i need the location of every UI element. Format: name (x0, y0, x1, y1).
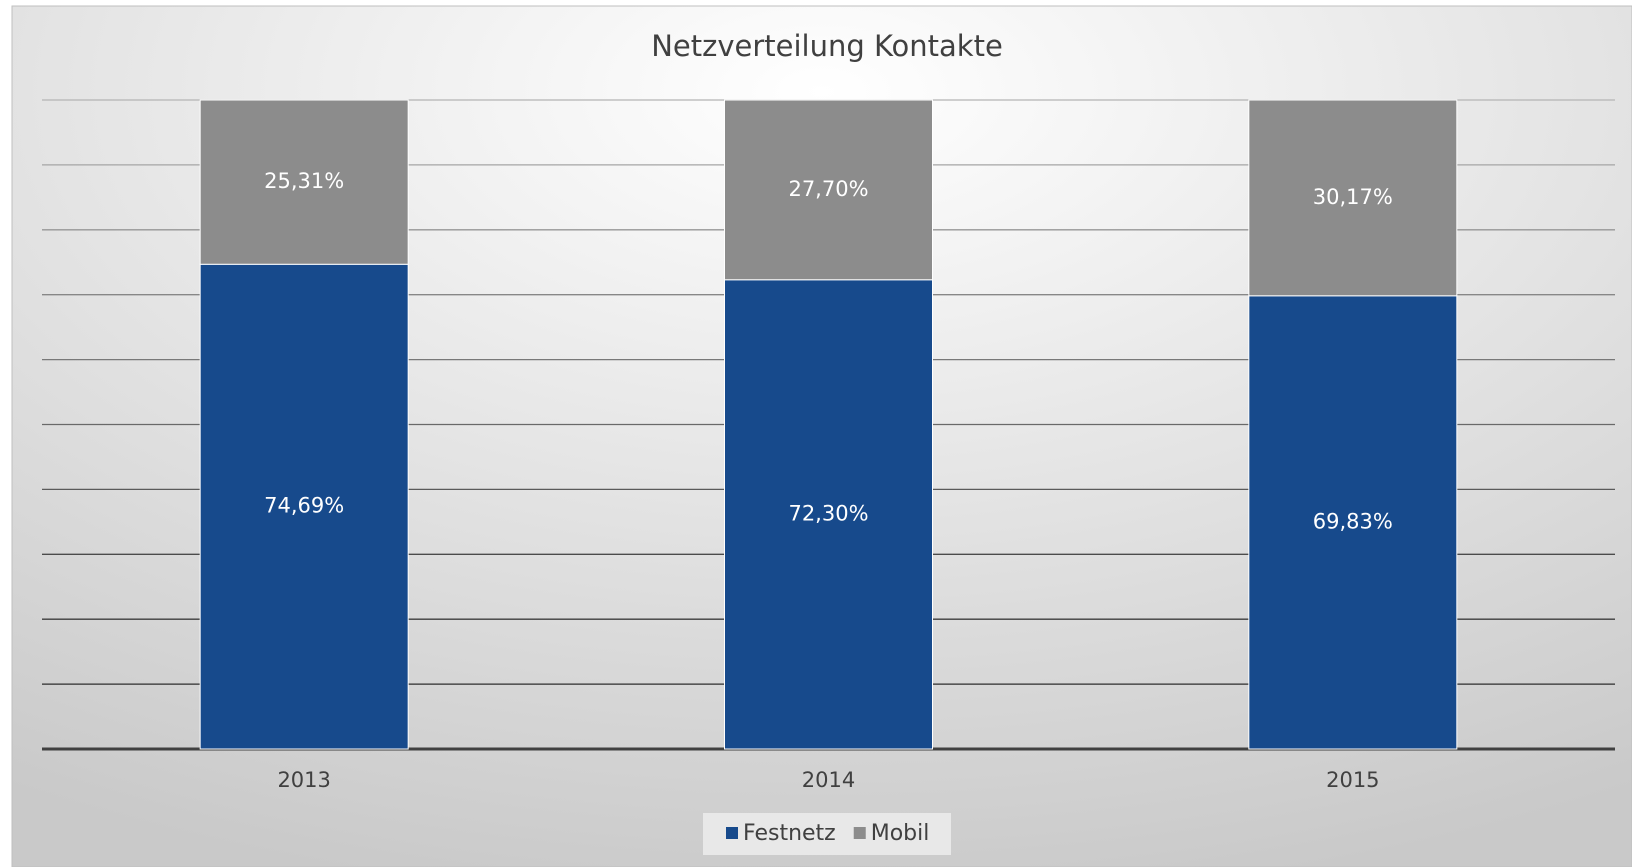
bar-segment (199, 263, 409, 750)
legend-label: Festnetz (743, 821, 836, 846)
data-label: 25,31% (264, 169, 344, 193)
legend-box (703, 813, 951, 855)
data-label: 74,69% (264, 494, 344, 518)
x-tick-label: 2013 (277, 768, 330, 792)
legend-swatch (726, 827, 738, 839)
data-label: 69,83% (1313, 509, 1393, 533)
x-tick-label: 2014 (802, 768, 855, 792)
x-tick-label: 2015 (1326, 768, 1379, 792)
bar-segment (1248, 99, 1458, 297)
bar-segment (724, 279, 933, 750)
chart-title: Netzverteilung Kontakte (651, 29, 1003, 63)
bar-segment (724, 99, 933, 281)
bar-segment (199, 99, 409, 265)
legend-swatch (853, 827, 866, 839)
data-label: 72,30% (788, 501, 868, 525)
legend-label: Mobil (871, 821, 930, 846)
data-label: 27,70% (788, 177, 868, 201)
data-label: 30,17% (1313, 185, 1393, 209)
